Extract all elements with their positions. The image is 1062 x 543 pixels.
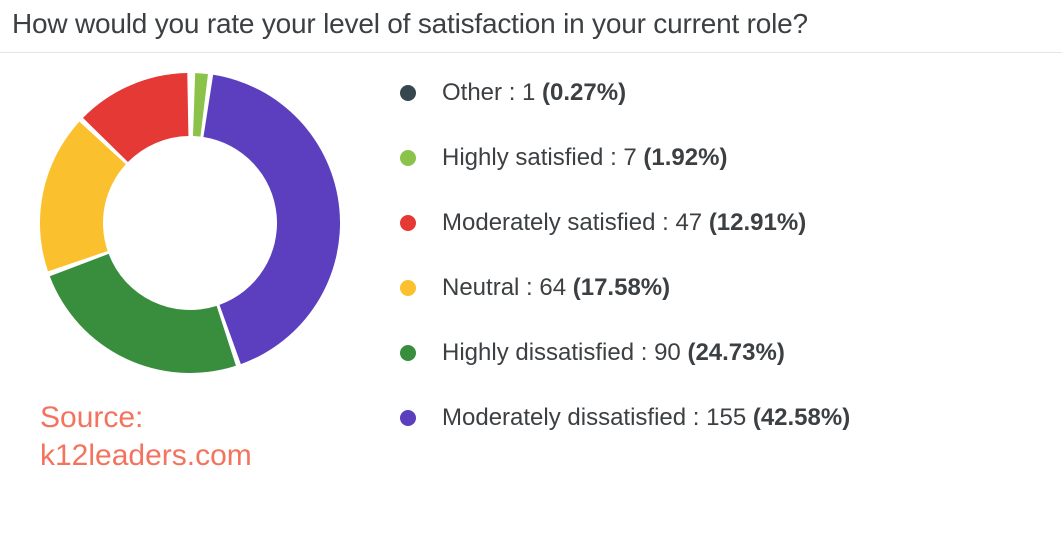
source-label: Source: [40,401,143,434]
legend-label: Moderately dissatisfied : 155 [442,404,753,431]
legend-text: Moderately satisfied : 47 (12.91%) [442,209,806,237]
legend: Other : 1 (0.27%) Highly satisfied : 7 (1… [390,73,1062,474]
legend-percent: (24.73%) [687,339,784,366]
legend-dot-icon [400,410,416,426]
legend-text: Moderately dissatisfied : 155 (42.58%) [442,404,850,432]
legend-dot-icon [400,85,416,101]
legend-text: Neutral : 64 (17.58%) [442,274,670,302]
legend-item: Moderately satisfied : 47 (12.91%) [400,209,1062,237]
legend-item: Highly dissatisfied : 90 (24.73%) [400,339,1062,367]
legend-item: Other : 1 (0.27%) [400,79,1062,107]
page-title: How would you rate your level of satisfa… [12,8,1050,40]
legend-percent: (42.58%) [753,404,850,431]
legend-percent: (0.27%) [542,79,626,106]
legend-label: Neutral : 64 [442,274,573,301]
legend-text: Highly dissatisfied : 90 (24.73%) [442,339,785,367]
legend-text: Highly satisfied : 7 (1.92%) [442,144,727,172]
legend-label: Moderately satisfied : 47 [442,209,709,236]
content-row: Source: k12leaders.com Other : 1 (0.27%)… [0,53,1062,474]
legend-item: Highly satisfied : 7 (1.92%) [400,144,1062,172]
legend-label: Highly dissatisfied : 90 [442,339,687,366]
legend-percent: (12.91%) [709,209,806,236]
legend-label: Highly satisfied : 7 [442,144,643,171]
legend-percent: (17.58%) [573,274,670,301]
source-attribution: Source: k12leaders.com [40,399,252,474]
legend-label: Other : 1 [442,79,542,106]
legend-dot-icon [400,150,416,166]
legend-percent: (1.92%) [643,144,727,171]
legend-dot-icon [400,215,416,231]
legend-item: Neutral : 64 (17.58%) [400,274,1062,302]
source-name: k12leaders.com [40,439,252,472]
chart-column: Source: k12leaders.com [40,73,390,474]
header: How would you rate your level of satisfa… [0,0,1062,53]
donut-slice [203,75,340,364]
legend-dot-icon [400,280,416,296]
legend-text: Other : 1 (0.27%) [442,79,626,107]
legend-dot-icon [400,345,416,361]
donut-slice [50,254,236,373]
legend-item: Moderately dissatisfied : 155 (42.58%) [400,404,1062,432]
donut-chart [40,73,340,373]
